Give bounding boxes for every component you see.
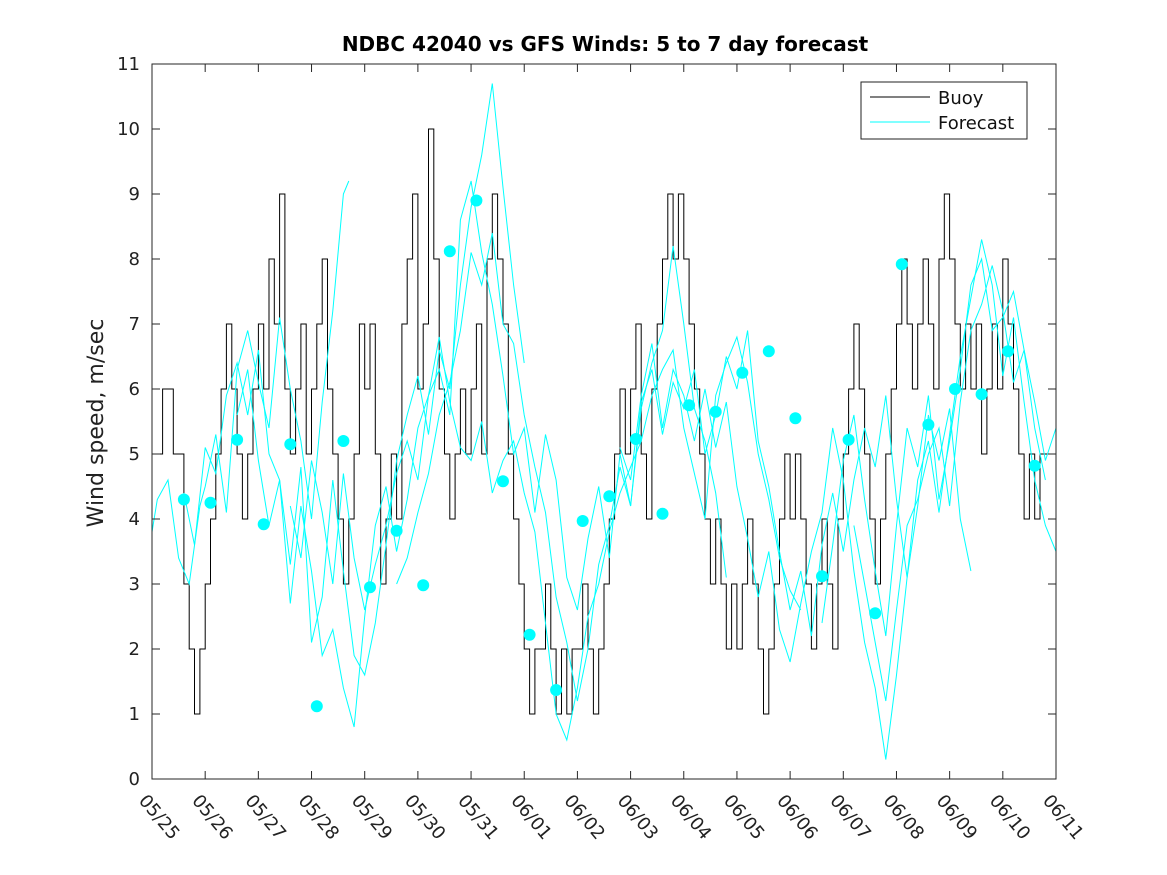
- forecast-marker-27: [895, 258, 908, 271]
- forecast-marker-8: [390, 524, 403, 537]
- y-tick-label-7: 7: [129, 314, 140, 335]
- forecast-marker-32: [1028, 459, 1041, 472]
- forecast-marker-20: [709, 405, 722, 418]
- y-axis-label: Wind speed, m/sec: [84, 319, 109, 528]
- forecast-run-line-1: [183, 83, 525, 677]
- chart-title: NDBC 42040 vs GFS Winds: 5 to 7 day fore…: [342, 32, 869, 56]
- forecast-marker-24: [816, 570, 828, 583]
- y-tick-label-6: 6: [129, 379, 140, 400]
- forecast-marker-16: [603, 490, 616, 503]
- forecast-run-line-2: [236, 180, 727, 728]
- forecast-marker-21: [736, 366, 749, 379]
- forecast-marker-13: [523, 628, 536, 641]
- forecast-marker-31: [1002, 345, 1015, 358]
- forecast-marker-18: [656, 507, 669, 520]
- forecast-marker-2: [231, 433, 244, 446]
- forecast-marker-5: [310, 700, 323, 713]
- forecast-marker-10: [443, 245, 456, 258]
- legend-label-forecast: Forecast: [938, 113, 1014, 134]
- y-tick-label-4: 4: [129, 509, 140, 530]
- y-tick-label-1: 1: [129, 704, 140, 725]
- forecast-marker-22: [762, 345, 775, 358]
- y-tick-label-5: 5: [129, 444, 140, 465]
- legend-box: [860, 81, 1028, 140]
- forecast-run-line-3: [289, 335, 802, 742]
- forecast-run-line-5: [619, 239, 1057, 760]
- forecast-marker-17: [629, 433, 642, 445]
- y-tick-label-0: 0: [129, 769, 140, 790]
- y-tick-label-11: 11: [117, 54, 140, 75]
- legend-label-buoy: Buoy: [938, 88, 984, 109]
- forecast-marker-1: [204, 496, 217, 509]
- y-tick-label-10: 10: [117, 119, 140, 140]
- y-tick-label-3: 3: [129, 574, 140, 595]
- forecast-marker-19: [683, 399, 696, 412]
- forecast-marker-25: [842, 433, 855, 446]
- y-tick-label-2: 2: [129, 639, 140, 660]
- forecast-marker-7: [364, 581, 376, 594]
- forecast-marker-29: [949, 383, 961, 395]
- forecast-marker-26: [869, 607, 882, 620]
- forecast-marker-11: [470, 194, 483, 207]
- forecast-marker-23: [789, 412, 802, 425]
- forecast-marker-12: [497, 475, 509, 488]
- axes-frame: [151, 63, 1057, 780]
- forecast-marker-15: [576, 515, 589, 527]
- forecast-marker-4: [284, 438, 297, 451]
- forecast-marker-9: [417, 579, 430, 592]
- forecast-marker-3: [257, 518, 270, 531]
- forecast-marker-14: [550, 684, 563, 696]
- forecast-run-line-7: [853, 265, 1046, 702]
- buoy-series-line: [152, 128, 1057, 715]
- legend: Buoy Forecast: [860, 81, 1028, 140]
- y-tick-label-8: 8: [129, 249, 140, 270]
- forecast-marker-0: [177, 493, 190, 506]
- forecast-run-line-0: [151, 180, 350, 586]
- forecast-marker-6: [337, 435, 350, 447]
- forecast-marker-30: [975, 388, 988, 401]
- forecast-marker-28: [922, 418, 935, 431]
- y-tick-label-9: 9: [129, 184, 140, 205]
- forecast-run-line-4: [396, 232, 972, 702]
- forecast-run-line-6: [821, 257, 1057, 637]
- plot-area: [151, 83, 1057, 760]
